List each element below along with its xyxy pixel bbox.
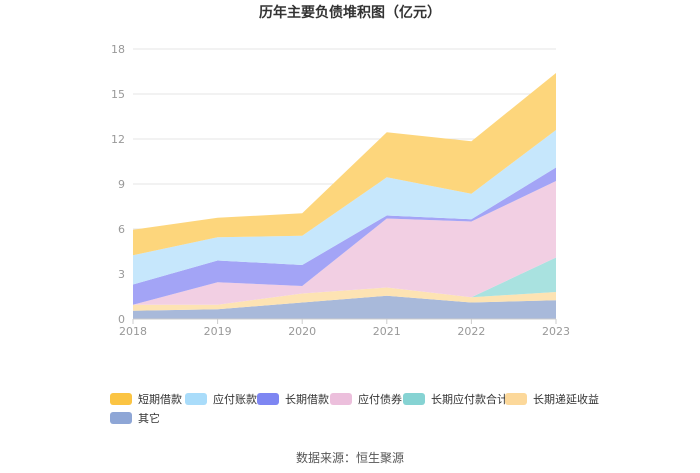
y-tick-label: 6 bbox=[118, 223, 125, 236]
area-series-3 bbox=[133, 181, 556, 305]
legend-item[interactable]: 短期借款 bbox=[110, 391, 182, 407]
data-source-note: 数据来源：恒生聚源 bbox=[295, 451, 404, 465]
area-series-6 bbox=[133, 73, 556, 256]
legend-swatch bbox=[505, 393, 527, 405]
area-series-5 bbox=[133, 130, 556, 285]
x-tick-label: 2021 bbox=[373, 325, 401, 338]
legend-item[interactable]: 应付债券 bbox=[330, 391, 402, 407]
x-tick-label: 2019 bbox=[204, 325, 232, 338]
y-tick-label: 12 bbox=[111, 133, 125, 146]
x-tick-label: 2018 bbox=[119, 325, 147, 338]
legend-swatch bbox=[330, 393, 352, 405]
legend-label: 短期借款 bbox=[138, 393, 182, 406]
y-tick-label: 3 bbox=[118, 268, 125, 281]
legend-label: 应付债券 bbox=[358, 393, 402, 406]
legend-swatch bbox=[403, 393, 425, 405]
legend-label: 长期递延收益 bbox=[533, 393, 599, 406]
y-tick-label: 9 bbox=[118, 178, 125, 191]
legend-item[interactable]: 长期借款 bbox=[257, 391, 329, 407]
area-series bbox=[133, 73, 556, 319]
legend-item[interactable]: 其它 bbox=[110, 410, 160, 426]
area-series-4 bbox=[133, 167, 556, 305]
area-series-0 bbox=[133, 295, 556, 319]
legend-label: 长期应付款合计 bbox=[431, 393, 508, 406]
legend-item[interactable]: 长期应付款合计 bbox=[403, 391, 508, 407]
y-tick-label: 18 bbox=[111, 43, 125, 56]
x-tick-label: 2020 bbox=[288, 325, 316, 338]
legend-label: 其它 bbox=[138, 412, 160, 425]
legend-label: 长期借款 bbox=[285, 393, 329, 406]
legend-item[interactable]: 应付账款 bbox=[185, 391, 257, 407]
legend-item[interactable]: 长期递延收益 bbox=[505, 391, 599, 407]
x-tick-label: 2022 bbox=[457, 325, 485, 338]
area-series-1 bbox=[133, 287, 556, 311]
x-tick-label: 2023 bbox=[542, 325, 570, 338]
legend-swatch bbox=[110, 393, 132, 405]
legend-swatch bbox=[110, 412, 132, 424]
legend-swatch bbox=[185, 393, 207, 405]
y-tick-label: 15 bbox=[111, 88, 125, 101]
chart-title: 历年主要负债堆积图（亿元） bbox=[259, 4, 441, 21]
y-tick-label: 0 bbox=[118, 313, 125, 326]
legend-swatch bbox=[257, 393, 279, 405]
legend-label: 应付账款 bbox=[213, 393, 257, 406]
axes: 0 3 6 9 12 15 18 2018 2019 2020 2021 2022 2023 bbox=[111, 43, 570, 338]
